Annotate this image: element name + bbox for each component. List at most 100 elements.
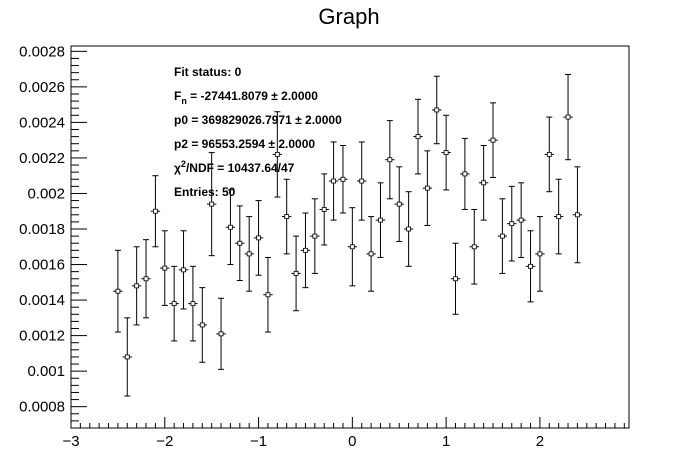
point-marker: [162, 265, 168, 271]
data-point: [131, 246, 142, 326]
data-point: [432, 75, 442, 145]
y-tick-label: 0.001: [27, 363, 65, 380]
point-marker: [256, 235, 261, 241]
stats-line: p2 = 96553.2594 ± 2.0000: [174, 137, 315, 151]
data-point: [319, 173, 329, 246]
point-marker: [199, 322, 205, 328]
y-tick-label: 0.0008: [19, 399, 65, 416]
y-tick-label: 0.0012: [19, 328, 65, 345]
axes: −3 −2 −1 0 1 2 0.0008 0.001 0.0012 0.0014 0.0016 0.…: [19, 43, 630, 450]
point-marker: [537, 251, 543, 257]
point-marker: [274, 151, 280, 157]
point-marker: [218, 331, 224, 337]
point-marker: [331, 178, 336, 184]
data-point: [347, 207, 358, 287]
point-marker: [490, 137, 496, 143]
point-marker: [462, 171, 468, 177]
y-tick-label: 0.0022: [19, 150, 65, 167]
data-point: [563, 73, 573, 161]
x-tick-label: 2: [536, 433, 544, 450]
y-tick-label: 0.0014: [19, 292, 65, 309]
data-point: [403, 191, 414, 267]
data-point: [150, 175, 161, 248]
data-point: [385, 120, 395, 200]
y-tick-label: 0.0018: [19, 221, 65, 238]
point-marker: [181, 267, 186, 273]
data-point: [507, 185, 517, 262]
point-marker: [143, 276, 149, 282]
chart-title: Graph: [318, 4, 379, 29]
point-marker: [209, 201, 215, 207]
y-tick-label: 0.002: [27, 185, 65, 202]
data-point: [244, 216, 254, 292]
data-point: [469, 208, 479, 285]
point-marker: [228, 224, 233, 230]
point-marker: [359, 178, 365, 184]
data-point: [441, 114, 451, 191]
y-tick-label: 0.0028: [19, 43, 65, 60]
data-point: [282, 178, 292, 255]
y-tick-label: 0.0024: [19, 114, 65, 131]
point-marker: [171, 301, 177, 307]
y-tick-label: 0.0026: [19, 79, 65, 96]
point-marker: [115, 288, 121, 294]
data-point: [291, 235, 301, 312]
stats-box: Fit status: 0 Fn = -27441.8079 ± 2.0000 p0…: [174, 65, 342, 199]
data-point: [413, 98, 423, 175]
stats-line: Fn = -27441.8079 ± 2.0000: [174, 89, 318, 106]
data-point: [338, 144, 348, 214]
point-marker: [303, 247, 308, 253]
data-point: [488, 102, 498, 178]
point-marker: [368, 251, 374, 257]
data-point: [263, 256, 273, 333]
point-marker: [443, 150, 449, 156]
data-point: [197, 287, 207, 363]
point-marker: [246, 251, 252, 257]
data-point: [235, 205, 245, 282]
data-point: [300, 212, 311, 289]
data-point: [422, 150, 433, 226]
data-point: [206, 152, 217, 257]
x-tick-label: 0: [348, 433, 356, 450]
data-point: [310, 198, 320, 274]
point-marker: [153, 208, 158, 214]
point-marker: [471, 244, 477, 250]
point-marker: [415, 134, 421, 140]
plot-frame: [70, 45, 630, 429]
data-point: [122, 317, 132, 397]
stats-line: p0 = 369829026.7971 ± 2.0000: [174, 113, 342, 127]
point-marker: [546, 151, 552, 157]
point-marker: [237, 240, 243, 246]
data-point: [328, 141, 339, 221]
point-marker: [434, 107, 440, 113]
data-point: [553, 178, 564, 255]
x-tick-label: −2: [156, 433, 173, 450]
data-point: [478, 144, 489, 221]
data-point: [188, 265, 198, 342]
point-marker: [284, 214, 290, 219]
point-marker: [424, 185, 430, 191]
data-point: [160, 230, 170, 306]
point-marker: [509, 221, 515, 227]
data-point: [572, 166, 583, 264]
point-marker: [499, 233, 505, 239]
data-point: [253, 200, 264, 276]
point-marker: [312, 233, 318, 239]
point-marker: [481, 180, 487, 186]
stats-line: χ2/NDF = 10437.64/47: [174, 159, 295, 175]
point-marker: [124, 354, 130, 360]
data-point: [544, 116, 554, 193]
data-point: [225, 189, 236, 266]
x-tick-label: −1: [250, 433, 267, 450]
data-point: [535, 216, 545, 292]
stats-line: Fit status: 0: [174, 65, 242, 79]
point-marker: [134, 283, 140, 289]
data-point: [357, 141, 367, 221]
point-marker: [565, 114, 571, 120]
point-marker: [293, 271, 299, 276]
point-marker: [190, 301, 196, 307]
point-marker: [575, 212, 580, 218]
point-marker: [518, 217, 524, 223]
point-marker: [528, 263, 533, 269]
